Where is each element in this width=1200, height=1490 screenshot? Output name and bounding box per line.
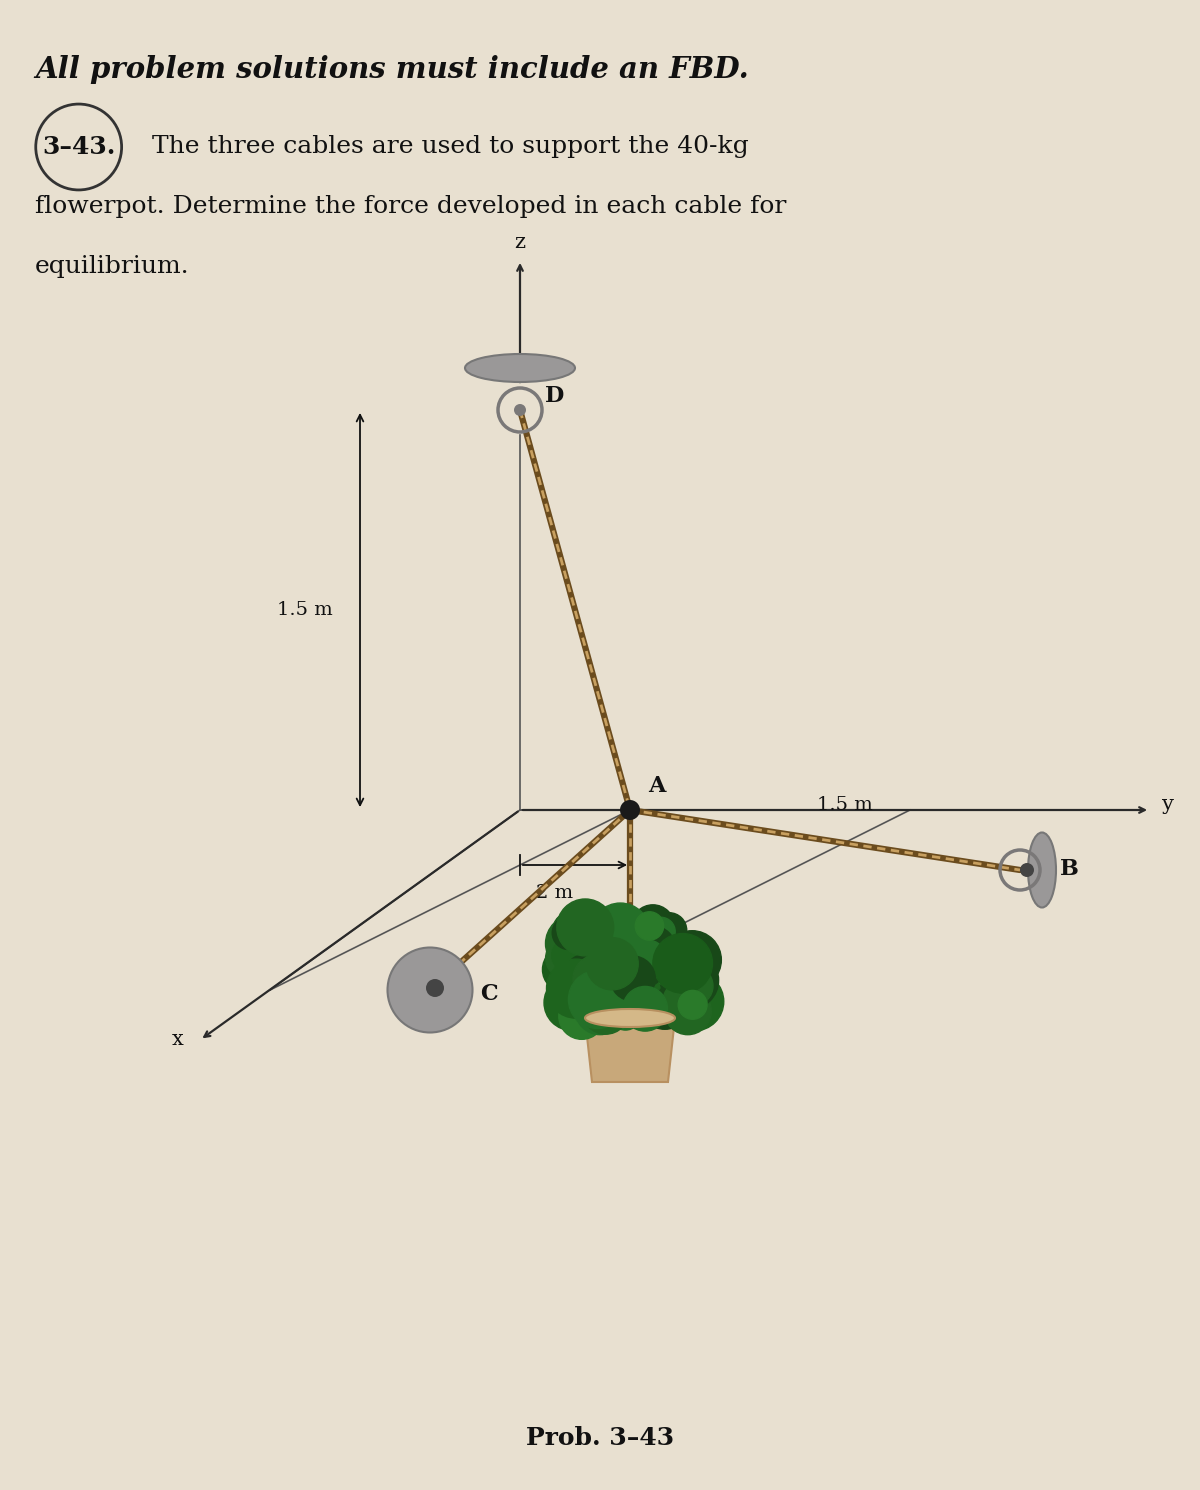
- Text: 2 m: 2 m: [536, 884, 574, 901]
- Circle shape: [554, 966, 593, 1004]
- Circle shape: [575, 985, 625, 1034]
- Text: Prob. 3–43: Prob. 3–43: [526, 1426, 674, 1450]
- Circle shape: [572, 963, 613, 1003]
- Circle shape: [658, 939, 704, 985]
- Circle shape: [586, 937, 638, 989]
- Circle shape: [632, 940, 665, 973]
- Text: equilibrium.: equilibrium.: [35, 255, 190, 279]
- Circle shape: [612, 945, 666, 998]
- Circle shape: [652, 913, 686, 948]
- Text: 1.5 m: 1.5 m: [817, 796, 872, 814]
- Circle shape: [566, 955, 599, 988]
- Circle shape: [662, 931, 721, 989]
- Circle shape: [631, 904, 674, 948]
- Circle shape: [550, 940, 595, 986]
- Circle shape: [426, 979, 444, 997]
- Circle shape: [658, 936, 685, 964]
- Circle shape: [557, 898, 613, 957]
- Ellipse shape: [586, 1009, 674, 1027]
- Circle shape: [546, 939, 586, 979]
- Circle shape: [606, 974, 654, 1024]
- Circle shape: [544, 974, 600, 1031]
- Circle shape: [616, 974, 647, 1004]
- Circle shape: [546, 960, 606, 1018]
- Circle shape: [629, 925, 676, 973]
- Circle shape: [572, 955, 622, 1003]
- Circle shape: [552, 916, 586, 949]
- Circle shape: [644, 971, 673, 1000]
- Circle shape: [553, 946, 589, 983]
- Text: x: x: [172, 1030, 184, 1049]
- Circle shape: [582, 986, 630, 1034]
- Circle shape: [617, 980, 649, 1012]
- Ellipse shape: [388, 948, 473, 1033]
- Circle shape: [514, 404, 526, 416]
- Text: B: B: [1060, 858, 1079, 881]
- Polygon shape: [586, 1018, 674, 1082]
- Circle shape: [647, 918, 676, 946]
- Circle shape: [559, 994, 605, 1040]
- Circle shape: [611, 957, 655, 1001]
- Circle shape: [590, 903, 650, 963]
- Circle shape: [569, 970, 626, 1028]
- Circle shape: [638, 977, 691, 1030]
- Text: z: z: [515, 232, 526, 252]
- Text: All problem solutions must include an FBD.: All problem solutions must include an FB…: [35, 55, 749, 83]
- Circle shape: [674, 967, 713, 1006]
- Text: C: C: [480, 983, 498, 1004]
- Circle shape: [619, 939, 667, 988]
- Text: D: D: [545, 384, 564, 407]
- Circle shape: [566, 931, 604, 967]
- Circle shape: [620, 800, 640, 820]
- Circle shape: [623, 986, 667, 1031]
- Text: The three cables are used to support the 40-kg: The three cables are used to support the…: [152, 136, 749, 158]
- Circle shape: [678, 991, 707, 1019]
- Text: flowerpot. Determine the force developed in each cable for: flowerpot. Determine the force developed…: [35, 195, 786, 218]
- Circle shape: [571, 977, 602, 1009]
- Circle shape: [665, 988, 712, 1034]
- Circle shape: [652, 940, 700, 989]
- Circle shape: [594, 927, 652, 985]
- Circle shape: [1020, 863, 1034, 878]
- Circle shape: [665, 971, 724, 1031]
- Circle shape: [553, 913, 586, 945]
- Circle shape: [660, 951, 719, 1009]
- Ellipse shape: [466, 355, 575, 381]
- Circle shape: [552, 939, 584, 971]
- Circle shape: [610, 1000, 641, 1030]
- Circle shape: [590, 982, 638, 1030]
- Circle shape: [542, 946, 588, 992]
- Circle shape: [546, 915, 602, 971]
- Text: A: A: [648, 775, 665, 797]
- Circle shape: [653, 934, 713, 994]
- Text: 1.5 m: 1.5 m: [277, 600, 332, 618]
- Circle shape: [659, 940, 708, 989]
- Circle shape: [662, 980, 707, 1024]
- Text: y: y: [1162, 796, 1174, 814]
- Circle shape: [563, 954, 617, 1007]
- Ellipse shape: [1028, 833, 1056, 907]
- Text: 3–43.: 3–43.: [42, 136, 115, 159]
- Circle shape: [635, 912, 664, 940]
- Circle shape: [560, 946, 601, 988]
